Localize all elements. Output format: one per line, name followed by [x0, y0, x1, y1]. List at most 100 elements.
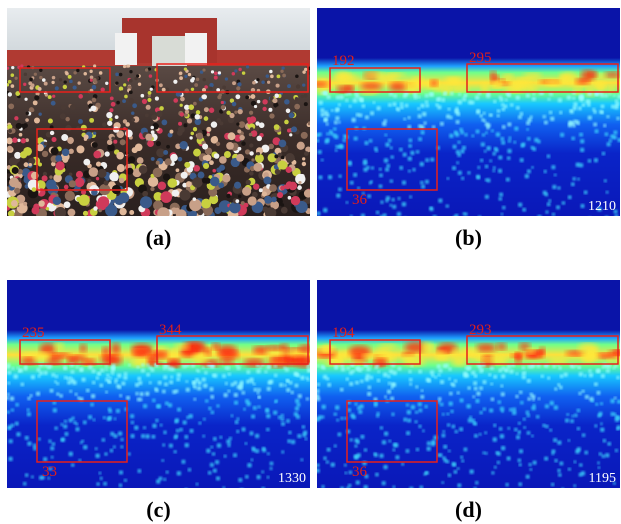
dot: [338, 187, 342, 192]
dot: [203, 417, 206, 421]
head: [141, 98, 148, 105]
head: [272, 137, 281, 146]
dot: [336, 418, 339, 422]
head: [175, 143, 181, 150]
dot: [32, 443, 37, 448]
dot: [274, 399, 278, 403]
head: [269, 69, 273, 74]
hotspot: [476, 343, 497, 352]
dot: [519, 158, 524, 163]
head: [275, 83, 280, 88]
dot: [601, 366, 605, 369]
dot: [326, 377, 330, 381]
dot: [418, 408, 423, 413]
hotspot: [265, 349, 288, 357]
dot: [318, 132, 322, 137]
dot: [140, 368, 145, 373]
head: [194, 114, 201, 120]
dot: [616, 425, 620, 430]
region-box: [36, 400, 128, 463]
head: [285, 166, 292, 173]
head: [268, 107, 273, 112]
dot: [397, 197, 401, 201]
dot: [206, 448, 211, 453]
dot: [520, 400, 524, 405]
dot: [529, 392, 533, 397]
dot: [280, 413, 284, 418]
dot: [363, 167, 368, 172]
head: [237, 129, 242, 134]
dot: [244, 474, 249, 479]
dot: [234, 420, 239, 425]
dot: [561, 487, 564, 488]
dot: [345, 377, 349, 381]
head: [303, 102, 308, 107]
dot: [88, 415, 93, 420]
dot: [480, 368, 484, 372]
dot: [392, 370, 397, 376]
head: [164, 158, 172, 166]
dot: [74, 392, 78, 396]
head: [110, 101, 116, 107]
hotspot: [211, 342, 220, 351]
dot: [158, 476, 163, 481]
head: [68, 172, 73, 177]
dot: [163, 375, 168, 380]
dot: [50, 455, 54, 459]
dot: [245, 399, 250, 404]
dot: [347, 483, 352, 488]
dot: [107, 407, 112, 411]
dot: [338, 103, 341, 107]
region-count: 235: [22, 325, 45, 341]
dot: [595, 402, 599, 406]
dot: [202, 366, 205, 369]
head: [91, 141, 98, 149]
head: [14, 76, 18, 80]
dot: [506, 456, 511, 461]
dot: [139, 392, 144, 397]
head: [271, 196, 277, 203]
dot: [480, 158, 484, 162]
dot: [577, 106, 582, 111]
dot: [355, 480, 360, 485]
dot: [518, 202, 523, 207]
dot: [37, 374, 41, 378]
dot: [257, 405, 261, 409]
head: [19, 151, 28, 159]
dot: [169, 380, 174, 385]
dot: [594, 424, 598, 428]
head: [103, 201, 108, 206]
dot: [297, 394, 302, 399]
dot: [382, 372, 388, 378]
dot: [79, 368, 84, 372]
head: [192, 197, 197, 201]
head: [147, 90, 152, 95]
head: [72, 85, 77, 90]
dot: [501, 103, 505, 107]
dot: [584, 450, 589, 455]
dot: [321, 485, 325, 488]
dot: [384, 395, 387, 399]
dot: [525, 474, 530, 479]
dot: [364, 115, 369, 120]
dot: [215, 476, 221, 481]
dot: [617, 137, 620, 143]
dot: [223, 454, 227, 458]
dot: [325, 460, 329, 464]
dot: [51, 442, 56, 446]
head: [154, 96, 159, 101]
dot: [565, 418, 569, 423]
dot: [504, 98, 508, 102]
hotspot: [460, 347, 479, 357]
dot: [472, 421, 476, 425]
dot: [441, 98, 446, 102]
dot: [392, 485, 396, 488]
hotspot: [53, 342, 65, 350]
dot: [432, 125, 436, 129]
dot: [604, 132, 609, 137]
dot: [579, 163, 584, 168]
head: [23, 82, 27, 86]
dot: [375, 472, 379, 477]
hotspot: [103, 354, 123, 366]
